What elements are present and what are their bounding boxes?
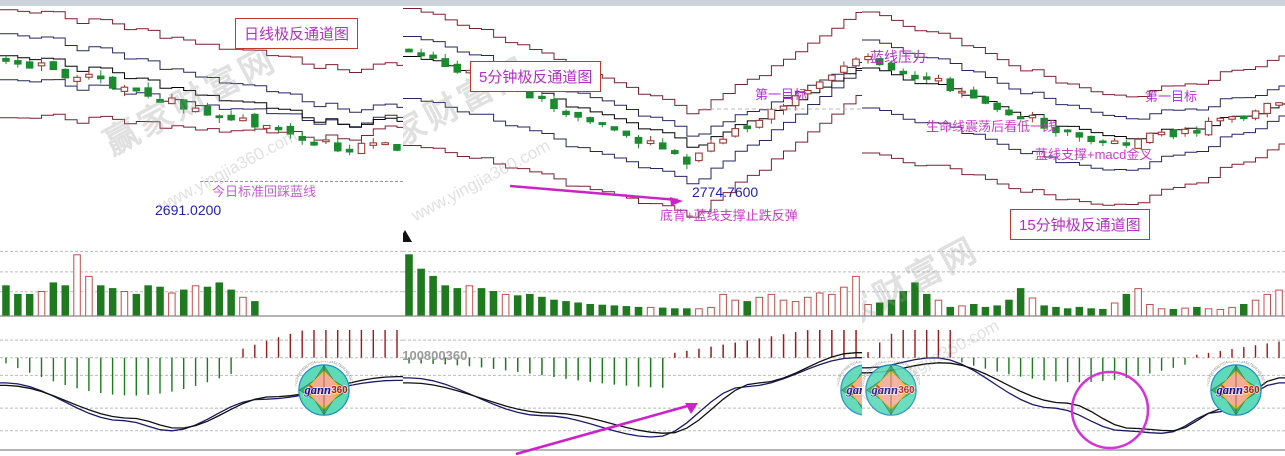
svg-text:360: 360	[331, 385, 347, 396]
svg-text:360: 360	[1243, 385, 1259, 396]
svg-text:gann: gann	[1215, 383, 1243, 397]
svg-text:gann: gann	[303, 383, 331, 397]
